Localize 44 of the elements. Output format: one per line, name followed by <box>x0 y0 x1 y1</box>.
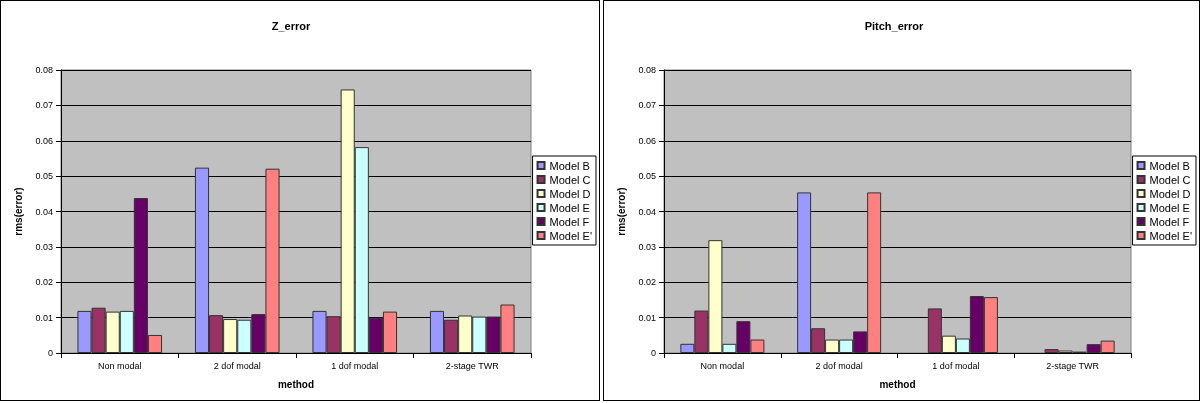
legend-label: Model E' <box>1149 229 1192 242</box>
y-axis-title: rms(error) <box>12 187 24 236</box>
y-axis-title: rms(error) <box>615 187 627 236</box>
x-tick-label: 2-stage TWR <box>1046 360 1100 371</box>
x-axis-title: method <box>277 378 315 390</box>
y-tick-label: 0.08 <box>35 65 53 75</box>
y-tick-label: 0.01 <box>35 312 53 323</box>
legend-label: Model D <box>1149 187 1191 200</box>
y-tick-label: 0.05 <box>35 171 53 182</box>
x-tick-label: 1 dof modal <box>331 360 379 371</box>
legend-label: Model B <box>1149 159 1190 172</box>
y-tick-label: 0.08 <box>638 65 656 75</box>
y-tick-label: 0 <box>47 348 53 358</box>
legend-label: Model C <box>1149 173 1191 186</box>
y-tick-label: 0.01 <box>638 312 656 323</box>
y-tick-label: 0 <box>650 348 656 358</box>
x-tick-label: 2-stage TWR <box>445 360 500 371</box>
y-tick-label: 0.04 <box>35 206 53 217</box>
y-tick-label: 0.04 <box>638 206 656 217</box>
y-tick-label: 0.07 <box>35 100 53 111</box>
x-tick-label: 1 dof modal <box>932 360 980 371</box>
x-tick-label: 2 dof modal <box>815 360 863 371</box>
legend-label: Model C <box>549 173 591 186</box>
chart-title: Z_error <box>271 19 311 32</box>
y-tick-label: 0.07 <box>638 100 656 111</box>
chart-title: Pitch_error <box>864 19 925 32</box>
legend-label: Model E <box>1149 201 1190 214</box>
legend-label: Model E <box>549 201 590 214</box>
y-tick-label: 0.02 <box>638 277 656 288</box>
x-axis-title: method <box>879 378 916 390</box>
y-tick-label: 0.03 <box>35 241 53 252</box>
y-tick-label: 0.02 <box>35 277 53 288</box>
x-tick-label: Non modal <box>700 360 745 371</box>
legend-label: Model F <box>1149 215 1190 228</box>
y-tick-label: 0.06 <box>638 135 656 146</box>
y-tick-label: 0.05 <box>638 171 656 182</box>
x-tick-label: 2 dof modal <box>213 360 261 371</box>
legend-label: Model F <box>549 215 590 228</box>
legend-label: Model D <box>549 187 591 200</box>
y-tick-label: 0.06 <box>35 135 53 146</box>
legend-label: Model B <box>549 159 590 172</box>
legend-label: Model E' <box>549 229 592 242</box>
x-tick-label: Non modal <box>97 360 142 371</box>
y-tick-label: 0.03 <box>638 241 656 252</box>
